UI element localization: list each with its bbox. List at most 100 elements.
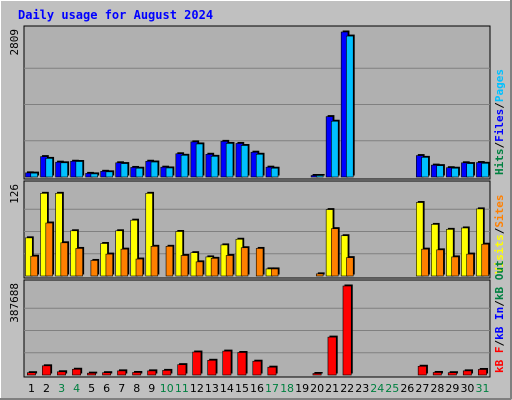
bar-sites-day-5: [90, 260, 98, 277]
bar-kb-f-day-16: [252, 360, 262, 376]
day-label: 1: [28, 382, 35, 395]
bar-kb-f-day-5: [87, 372, 97, 376]
bar-sites-day-14: [225, 255, 234, 277]
bar-sites-day-7: [120, 248, 129, 277]
day-label: 13: [205, 382, 219, 395]
bar-kb-f-day-22: [342, 285, 352, 376]
bar-shadow: [312, 174, 320, 176]
legend-entry: kB In: [493, 307, 506, 340]
bar-shadow: [449, 371, 458, 374]
bar-sites-day-27: [421, 248, 429, 277]
bar-kb-f-day-29: [447, 372, 457, 376]
bar-kb-f-day-8: [132, 372, 142, 376]
legend-entry: /: [493, 102, 506, 109]
bar-sites-day-13: [210, 258, 219, 277]
bar-sites-day-28: [436, 249, 444, 277]
legend-entry: kB F: [493, 347, 506, 374]
bar-pages-day-8: [135, 167, 144, 178]
bar-kb-f-day-6: [102, 372, 112, 376]
day-label: 10: [160, 382, 174, 395]
legend-entry: kB Out: [493, 260, 506, 300]
day-label: 16: [250, 382, 264, 395]
bar-pages-day-20: [316, 175, 324, 178]
panel-legend: kB F/kB In/kB Out: [493, 260, 506, 373]
day-label: 6: [103, 382, 110, 395]
bar-visits-day-11: [175, 231, 183, 277]
bar-sites-day-4: [75, 248, 83, 277]
day-label: 9: [148, 382, 155, 395]
bar-pages-day-1: [30, 172, 38, 178]
bar-shadow: [314, 372, 323, 374]
bar-kb-f-day-3: [57, 371, 66, 376]
y-max-label: 126: [8, 184, 21, 204]
bar-visits-day-30: [461, 227, 469, 277]
legend-entry: Sites: [493, 195, 506, 228]
bar-visits-day-3: [55, 193, 63, 277]
legend-entry: /: [493, 340, 506, 347]
bar-sites-day-11: [180, 255, 189, 277]
bar-kb-f-day-4: [72, 368, 81, 376]
bar-kb-f-day-7: [117, 370, 127, 376]
legend-entry: Files: [493, 109, 506, 142]
bar-pages-day-22: [346, 35, 354, 178]
day-label: 31: [475, 382, 489, 395]
bar-visits-day-29: [446, 229, 454, 277]
day-label: 7: [118, 382, 125, 395]
legend-entry: Hits: [493, 149, 506, 176]
day-label: 15: [235, 382, 249, 395]
bar-shadow: [317, 174, 325, 176]
bar-sites-day-15: [240, 247, 249, 277]
bar-pages-day-5: [90, 173, 98, 178]
bar-kb-f-day-31: [477, 369, 487, 376]
bar-pages-day-17: [270, 167, 279, 178]
bar-pages-day-27: [421, 157, 429, 178]
bar-pages-day-16: [255, 153, 264, 178]
bar-kb-f-day-13: [207, 360, 217, 376]
bar-kb-f-day-21: [327, 336, 337, 376]
bar-sites-day-16: [255, 248, 264, 277]
bar-sites-day-12: [195, 261, 204, 277]
bar-sites-day-17: [270, 268, 279, 277]
bar-pages-day-14: [225, 143, 234, 178]
bar-visits-day-31: [476, 208, 484, 277]
bar-pages-day-7: [120, 163, 129, 178]
day-label: 28: [430, 382, 444, 395]
bar-kb-f-day-17: [267, 366, 277, 376]
day-label: 17: [265, 382, 279, 395]
bar-kb-f-day-30: [462, 370, 472, 376]
bar-kb-f-day-9: [147, 370, 157, 376]
legend-entry: /: [493, 227, 506, 234]
bar-sites-day-29: [451, 256, 459, 277]
day-label: 14: [220, 382, 234, 395]
bar-kb-f-day-11: [177, 364, 187, 376]
day-label: 5: [88, 382, 95, 395]
bar-pages-day-11: [180, 155, 189, 178]
bar-sites-day-21: [331, 228, 339, 277]
bar-pages-day-12: [195, 143, 204, 178]
day-label: 23: [355, 382, 369, 395]
bar-pages-day-15: [240, 145, 249, 178]
day-label: 30: [460, 382, 474, 395]
bar-kb-f-day-27: [417, 365, 427, 376]
y-max-label: 2809: [8, 29, 21, 56]
legend-entry: /: [493, 300, 506, 307]
y-max-label: 387688: [8, 283, 21, 323]
bar-pages-day-2: [45, 158, 53, 178]
day-label: 8: [133, 382, 140, 395]
bar-shadow: [88, 371, 98, 374]
bar-shadow: [28, 371, 38, 374]
bar-sites-day-31: [481, 243, 489, 277]
bar-sites-day-3: [60, 242, 68, 277]
day-label: 25: [385, 382, 399, 395]
day-label: 12: [190, 382, 204, 395]
day-label: 24: [370, 382, 384, 395]
day-label: 21: [325, 382, 339, 395]
day-label: 11: [175, 382, 189, 395]
bar-sites-day-9: [150, 246, 159, 277]
day-label: 26: [400, 382, 414, 395]
legend-entry: Visits: [493, 234, 506, 274]
bar-shadow: [317, 272, 325, 275]
